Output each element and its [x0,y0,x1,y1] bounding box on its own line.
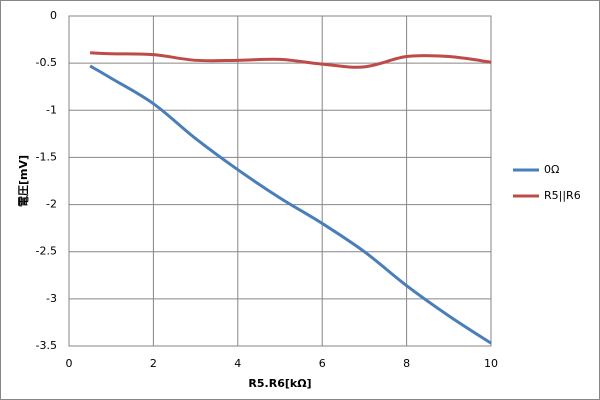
series-line [89,64,492,345]
legend-label: 0Ω [544,163,559,176]
plot-border [68,15,492,347]
x-axis-title: R5.R6[kΩ] [248,377,311,390]
legend-label: R5||R6 [544,189,581,202]
x-tick-label: 4 [234,357,241,370]
y-tick-label: -3 [46,292,57,305]
series-line [90,51,492,69]
y-tick-label: -0.5 [36,56,57,69]
y-tick-label: 0 [50,9,57,22]
y-tick-label: -2 [46,198,57,211]
x-tick-label: 6 [319,357,326,370]
y-tick-label: -1.5 [36,150,57,163]
x-tick-label: 8 [403,357,410,370]
y-axis-title: 電圧[mV] [17,155,30,207]
x-tick-label: 10 [484,357,498,370]
y-tick-label: -1 [46,103,57,116]
x-tick-label: 2 [150,357,157,370]
x-tick-label: 0 [66,357,73,370]
y-tick-label: -2.5 [36,245,57,258]
y-tick-label: -3.5 [36,339,57,352]
